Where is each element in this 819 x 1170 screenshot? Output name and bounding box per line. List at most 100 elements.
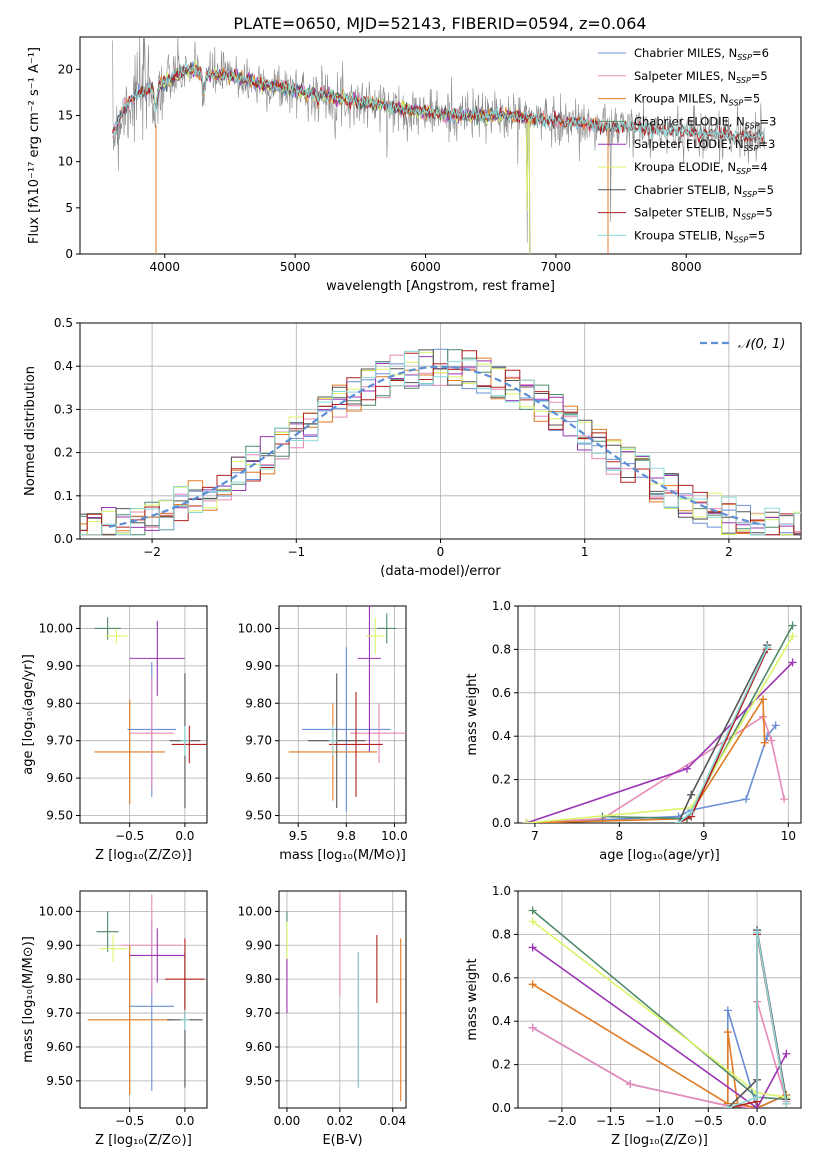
errorbars bbox=[288, 606, 406, 812]
legend-subscript: SSP bbox=[744, 144, 759, 153]
legend-suffix: =6 bbox=[752, 46, 769, 60]
y-tick-label: 9.70 bbox=[46, 1006, 73, 1020]
legend-label: Kroupa ELODIE, NSSP=4 bbox=[634, 160, 768, 176]
series-marker bbox=[528, 980, 537, 989]
y-tick-label: 10.00 bbox=[39, 904, 73, 918]
x-axis-label: (data-model)/error bbox=[380, 564, 501, 579]
errorbar-kroupa-miles bbox=[87, 945, 172, 1095]
x-tick-label: 7000 bbox=[541, 260, 572, 274]
y-tick-label: 10.00 bbox=[238, 904, 272, 918]
series-marker bbox=[682, 764, 691, 773]
y-axis-label: mass weight bbox=[465, 958, 480, 1040]
series-marker bbox=[626, 1080, 635, 1089]
observed-spectrum bbox=[112, 37, 765, 243]
legend-name: Kroupa STELIB, N bbox=[634, 228, 734, 242]
series-marker bbox=[767, 736, 776, 745]
y-tick-label: 10 bbox=[58, 155, 73, 169]
x-axis-label: Z [log₁₀(Z/Z⊙)] bbox=[95, 848, 192, 863]
series-marker bbox=[723, 1006, 732, 1015]
legend-suffix: =3 bbox=[758, 137, 775, 151]
x-axis-label: Z [log₁₀(Z/Z⊙)] bbox=[611, 1133, 708, 1148]
series-marker bbox=[723, 1028, 732, 1037]
axes-frame bbox=[517, 890, 802, 1109]
y-tick-label: 0.2 bbox=[54, 446, 73, 460]
legend-suffix: =5 bbox=[756, 206, 773, 220]
legend-name: Salpeter ELODIE, N bbox=[634, 137, 744, 151]
legend-label: Salpeter MILES, NSSP=5 bbox=[634, 69, 768, 85]
x-tick-label: 0.0 bbox=[175, 1114, 194, 1128]
errorbars bbox=[94, 617, 207, 809]
legend-suffix: =5 bbox=[743, 92, 760, 106]
y-tick-label: 9.90 bbox=[245, 659, 272, 673]
spectrum-lines bbox=[112, 37, 765, 254]
y-tick-label: 0.3 bbox=[54, 402, 73, 416]
x-tick-label: 0.0 bbox=[748, 1114, 767, 1128]
y-tick-label: 9.50 bbox=[245, 809, 272, 823]
series-marker bbox=[782, 1049, 791, 1058]
figure-title: PLATE=0650, MJD=52143, FIBERID=0594, z=0… bbox=[233, 14, 646, 33]
legend-suffix: =5 bbox=[748, 228, 765, 242]
x-tick-label: 0.0 bbox=[175, 829, 194, 843]
normal-curve bbox=[108, 365, 766, 528]
x-tick-label: 4000 bbox=[149, 260, 180, 274]
series-marker bbox=[522, 819, 531, 823]
y-tick-label: 20 bbox=[58, 62, 73, 76]
axes-frame bbox=[278, 890, 407, 1109]
y-tick-label: 9.50 bbox=[46, 809, 73, 823]
y-tick-label: 9.90 bbox=[46, 938, 73, 952]
x-axis-label: wavelength [Angstrom, rest frame] bbox=[326, 279, 555, 294]
legend-subscript: SSP bbox=[736, 76, 751, 85]
y-tick-label: 9.90 bbox=[245, 938, 272, 952]
x-tick-label: −0.5 bbox=[694, 1114, 723, 1128]
axes-frame bbox=[79, 36, 802, 255]
legend-subscript: SSP bbox=[745, 121, 760, 130]
x-tick-label: 9.5 bbox=[289, 829, 308, 843]
errorbar-salpeter-miles bbox=[350, 703, 406, 764]
legend-name: Kroupa ELODIE, N bbox=[634, 160, 736, 174]
errorbar-salpeter-elodie bbox=[357, 606, 381, 752]
series-marker bbox=[674, 819, 683, 823]
x-tick-label: 0.00 bbox=[274, 1114, 301, 1128]
legend-label: Kroupa MILES, NSSP=5 bbox=[634, 92, 760, 108]
weight-vs-age-panel: 7 8 9 10 0.0 0.2 0.4 0.6 0.8 1.0 age [log₁₀(age/yr… bbox=[465, 599, 802, 863]
legend-subscript: SSP bbox=[742, 190, 757, 199]
series-marker bbox=[788, 632, 797, 641]
series-line bbox=[532, 983, 787, 1108]
y-tick-label: 0.8 bbox=[492, 927, 511, 941]
axes-frame bbox=[79, 322, 802, 540]
legend-label: Salpeter ELODIE, NSSP=3 bbox=[634, 137, 775, 153]
errorbar-salpeter-stelib bbox=[165, 938, 205, 1020]
axes-frame bbox=[79, 890, 208, 1109]
y-tick-label: 0.6 bbox=[492, 971, 511, 985]
series-marker bbox=[763, 643, 772, 652]
errorbar-salpeter-stelib bbox=[329, 692, 383, 797]
histogram-kroupa-elodie bbox=[80, 351, 801, 536]
series-marker bbox=[687, 790, 696, 799]
y-tick-label: 9.80 bbox=[46, 972, 73, 986]
x-tick-label: 8000 bbox=[671, 260, 702, 274]
y-tick-label: 0.8 bbox=[492, 642, 511, 656]
y-tick-label: 9.90 bbox=[46, 659, 73, 673]
model-spectrum-salpeter-stelib bbox=[112, 64, 765, 143]
residuals-panel: −2 −1 0 1 2 0.0 0.1 0.2 0.3 0.4 0.5 (data-model)/er… bbox=[23, 316, 802, 579]
y-tick-label: 0.4 bbox=[492, 1014, 511, 1028]
legend-label: Chabrier MILES, NSSP=6 bbox=[634, 46, 769, 62]
errorbar-salpeter-elodie bbox=[129, 928, 185, 983]
errorbar-kroupa-stelib bbox=[329, 725, 337, 756]
series-line bbox=[727, 932, 788, 1108]
y-tick-label: 0.5 bbox=[54, 316, 73, 330]
series-marker bbox=[528, 906, 537, 915]
y-tick-label: 9.60 bbox=[245, 1040, 272, 1054]
errorbar-kroupa-elodie bbox=[365, 617, 385, 655]
x-tick-label: 9 bbox=[700, 829, 708, 843]
age-vs-mass-panel: 9.5 9.8 10.0 9.50 9.60 9.70 9.80 9.90 10.00 mass … bbox=[238, 605, 408, 863]
x-axis-label: Z [log₁₀(Z/Z⊙)] bbox=[95, 1133, 192, 1148]
weight-lines bbox=[528, 906, 791, 1108]
legend-label: 𝒩(0, 1) bbox=[738, 337, 785, 352]
series-kroupa-stelib bbox=[674, 643, 772, 823]
series-marker bbox=[788, 621, 797, 630]
y-tick-label: 0.6 bbox=[492, 686, 511, 700]
x-tick-label: 1 bbox=[581, 545, 589, 559]
x-axis-label: age [log₁₀(age/yr)] bbox=[599, 848, 720, 863]
errorbar-salpeter-miles bbox=[120, 894, 183, 997]
